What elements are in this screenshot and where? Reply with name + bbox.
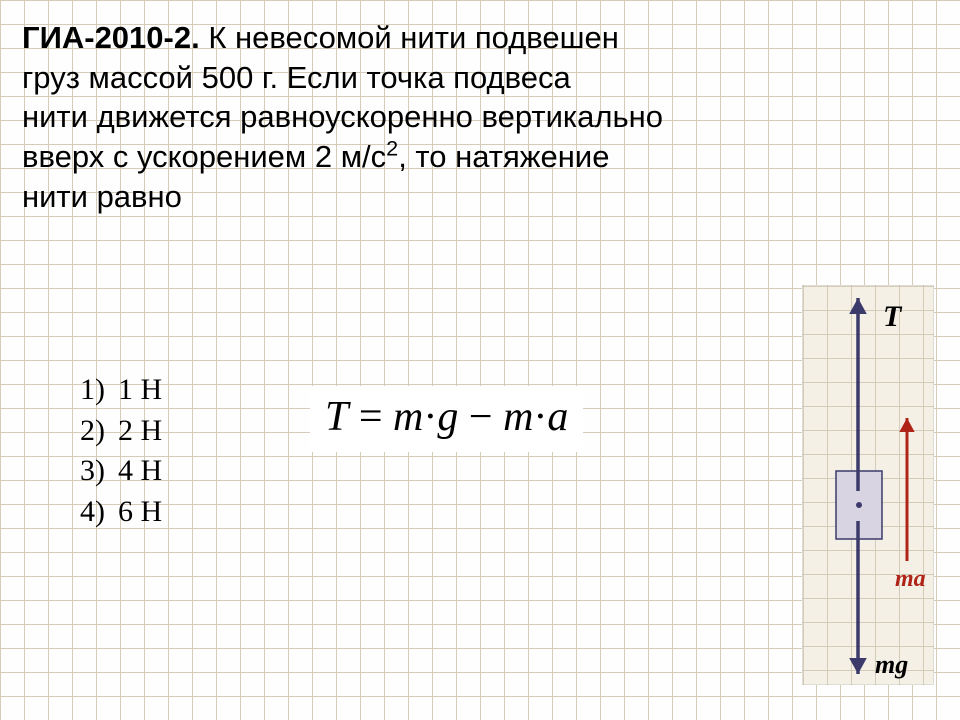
- formula-T: T: [325, 394, 348, 440]
- problem-line-4a: вверх с ускорением 2 м/с: [22, 139, 386, 174]
- formula-m1: m: [393, 394, 423, 440]
- problem-line-3: нити движется равноускоренно вертикально: [22, 99, 663, 134]
- formula: T = m·g − m·a: [310, 386, 583, 452]
- problem-line-4b: , то натяжение: [398, 139, 609, 174]
- answer-3: 3)4 Н: [80, 451, 162, 492]
- label-T: T: [883, 300, 901, 334]
- formula-m2: m: [503, 394, 533, 440]
- formula-dot2: ·: [533, 394, 547, 440]
- label-ma: ma: [895, 566, 926, 593]
- problem-label: ГИА-2010-2.: [22, 20, 200, 55]
- content-area: ГИА-2010-2. К невесомой нити подвешен гр…: [0, 0, 960, 720]
- formula-dot1: ·: [423, 394, 437, 440]
- diagram-svg: [803, 286, 935, 686]
- force-diagram: T ma mg: [802, 285, 934, 685]
- formula-eq: =: [348, 394, 393, 440]
- problem-line-1: К невесомой нити подвешен: [208, 20, 619, 55]
- answer-options: 1)1 Н 2)2 Н 3)4 Н 4)6 Н: [80, 370, 162, 532]
- label-mg: mg: [875, 650, 908, 680]
- problem-statement: ГИА-2010-2. К невесомой нити подвешен гр…: [22, 18, 938, 216]
- formula-g: g: [437, 394, 458, 440]
- answer-4: 4)6 Н: [80, 492, 162, 533]
- answer-2: 2)2 Н: [80, 411, 162, 452]
- answer-1: 1)1 Н: [80, 370, 162, 411]
- problem-superscript: 2: [386, 136, 398, 161]
- problem-line-2: груз массой 500 г. Если точка подвеса: [22, 60, 571, 95]
- formula-a: a: [547, 394, 568, 440]
- formula-minus: −: [458, 394, 503, 440]
- problem-line-5: нити равно: [22, 179, 182, 214]
